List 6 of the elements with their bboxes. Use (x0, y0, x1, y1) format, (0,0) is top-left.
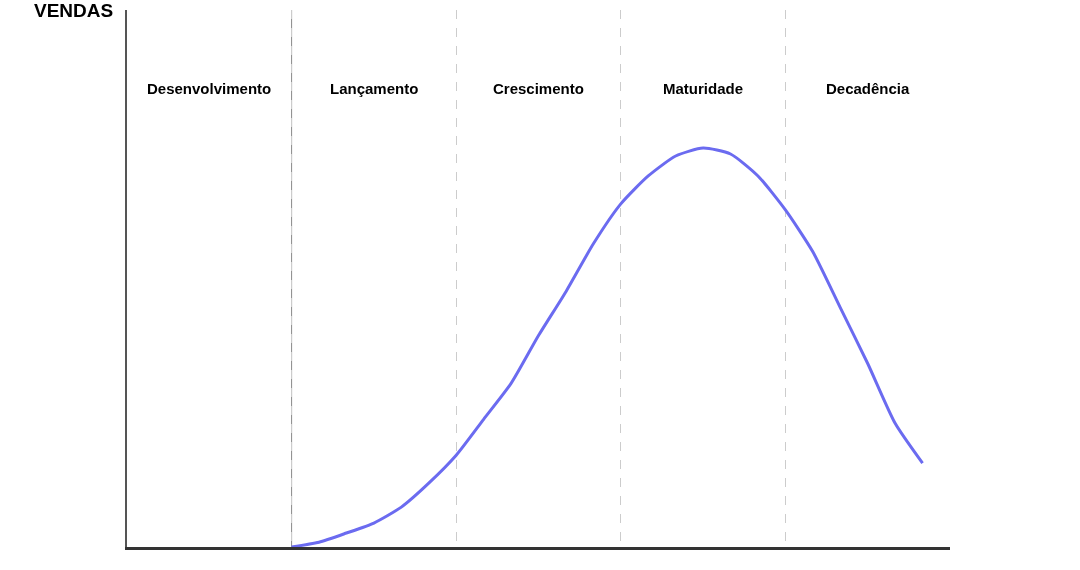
text: Maturidade (663, 80, 744, 97)
text: Crescimento (493, 80, 584, 97)
text: Lançamento (330, 80, 419, 97)
text: Desenvolvimento (147, 80, 272, 97)
text: Decadência (826, 80, 911, 97)
text: VENDAS (34, 0, 114, 21)
